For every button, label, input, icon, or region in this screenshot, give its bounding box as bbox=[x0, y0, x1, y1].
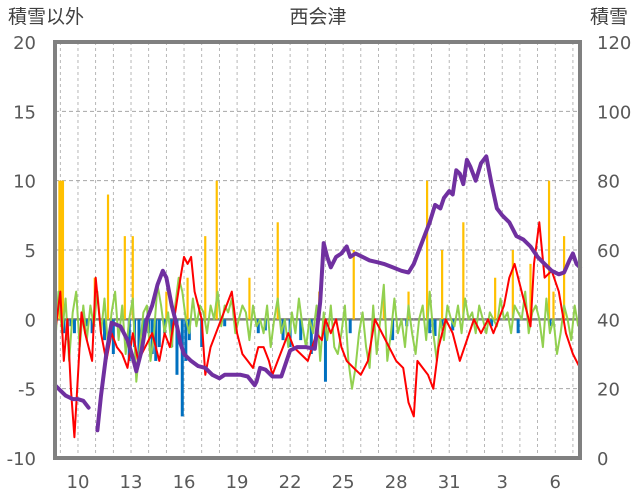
precip-bar-40 bbox=[548, 319, 552, 327]
snowfall-bar-20 bbox=[494, 277, 497, 320]
precip-bar-32 bbox=[391, 319, 395, 341]
left-tick-label-0: 20 bbox=[13, 33, 36, 54]
precip-bar-35 bbox=[433, 319, 437, 336]
snowfall-bar-6 bbox=[131, 236, 134, 320]
snowfall-bar-7 bbox=[165, 291, 168, 320]
snowfall-bar-4 bbox=[106, 194, 110, 320]
left-tick-label-1: 15 bbox=[13, 102, 36, 123]
snowfall-bar-23 bbox=[547, 180, 551, 320]
plot-frame bbox=[53, 40, 582, 460]
right-tick-label-6: 0 bbox=[597, 449, 608, 470]
precip-bar-20 bbox=[184, 319, 188, 361]
right-tick-label-0: 120 bbox=[597, 33, 631, 54]
precip-bar-36 bbox=[440, 319, 444, 327]
snow-depth-line bbox=[53, 154, 582, 433]
precip-bar-28 bbox=[299, 319, 303, 341]
x-tick-label-1: 13 bbox=[120, 472, 143, 493]
snowfall-bar-11 bbox=[248, 277, 251, 320]
snowfall-bar-2 bbox=[61, 180, 65, 320]
x-tick-label-9: 6 bbox=[550, 472, 561, 493]
precip-bar-29 bbox=[309, 319, 313, 354]
chart-title: 西会津 bbox=[289, 6, 346, 28]
left-tick-label-5: -5 bbox=[18, 380, 36, 401]
x-tick-label-3: 19 bbox=[226, 472, 249, 493]
sunshine-line bbox=[54, 276, 580, 390]
precip-bar-15 bbox=[157, 319, 161, 348]
precip-bar-38 bbox=[490, 319, 494, 327]
snowfall-bar-5 bbox=[123, 236, 126, 320]
precip-bar-0 bbox=[62, 319, 66, 334]
snowfall-bar-9 bbox=[204, 236, 207, 320]
x-tick-label-4: 22 bbox=[279, 472, 302, 493]
right-tick-label-4: 40 bbox=[597, 310, 620, 331]
x-tick-label-5: 25 bbox=[332, 472, 355, 493]
precip-bar-10 bbox=[137, 319, 141, 361]
right-axis-label: 積雪 bbox=[590, 6, 628, 28]
precip-bar-19 bbox=[180, 319, 184, 417]
snowfall-bar-21 bbox=[511, 250, 514, 320]
x-tick-label-7: 31 bbox=[438, 472, 461, 493]
x-tick-label-0: 10 bbox=[67, 472, 90, 493]
precip-bar-6 bbox=[102, 319, 106, 341]
right-axis-ticks: 120 100 80 60 40 20 0 bbox=[597, 33, 631, 470]
left-tick-label-2: 10 bbox=[13, 172, 36, 193]
precip-bar-23 bbox=[223, 319, 227, 327]
right-tick-label-2: 80 bbox=[597, 172, 620, 193]
precip-bar-2 bbox=[69, 319, 73, 327]
precip-bar-4 bbox=[85, 319, 89, 327]
snowfall-bar-24 bbox=[552, 291, 555, 320]
snowfall-bar-12 bbox=[276, 222, 279, 320]
temperature-line bbox=[54, 221, 581, 439]
right-tick-label-1: 100 bbox=[597, 102, 631, 123]
snowfall-bar-25 bbox=[562, 236, 566, 320]
x-axis-ticks: 10 13 16 19 22 25 28 31 3 6 bbox=[67, 472, 561, 493]
precip-bar-5 bbox=[90, 319, 94, 334]
right-tick-label-5: 20 bbox=[597, 380, 620, 401]
snowfall-bar-0 bbox=[58, 180, 61, 320]
snowfall-bar-22 bbox=[529, 263, 532, 320]
left-tick-label-6: -10 bbox=[7, 449, 36, 470]
left-axis-ticks: 20 15 10 5 0 -5 -10 bbox=[7, 33, 36, 470]
left-axis-label: 積雪以外 bbox=[8, 6, 84, 28]
left-tick-label-4: 0 bbox=[25, 310, 36, 331]
precip-bar-30 bbox=[323, 319, 327, 382]
precip-bar-24 bbox=[256, 319, 260, 334]
x-tick-label-2: 16 bbox=[173, 472, 196, 493]
precipitation-bars bbox=[62, 319, 552, 417]
x-tick-label-6: 28 bbox=[385, 472, 408, 493]
snowfall-bar-10 bbox=[215, 180, 218, 320]
snowfall-bar-8 bbox=[186, 277, 189, 320]
snowfall-bar-17 bbox=[425, 180, 429, 320]
left-tick-label-3: 5 bbox=[25, 241, 36, 262]
precip-bar-14 bbox=[154, 319, 158, 361]
precip-bar-34 bbox=[428, 319, 432, 334]
x-tick-label-8: 3 bbox=[496, 472, 507, 493]
precip-bar-18 bbox=[175, 319, 179, 375]
precip-bar-3 bbox=[72, 319, 76, 334]
precip-bar-31 bbox=[348, 319, 352, 334]
snowfall-bar-1 bbox=[60, 180, 63, 320]
snowfall-bar-18 bbox=[441, 250, 444, 320]
snowfall-bar-14 bbox=[352, 250, 355, 320]
snowfall-bar-19 bbox=[462, 222, 465, 320]
precip-bar-39 bbox=[516, 319, 520, 334]
right-tick-label-3: 60 bbox=[597, 241, 620, 262]
